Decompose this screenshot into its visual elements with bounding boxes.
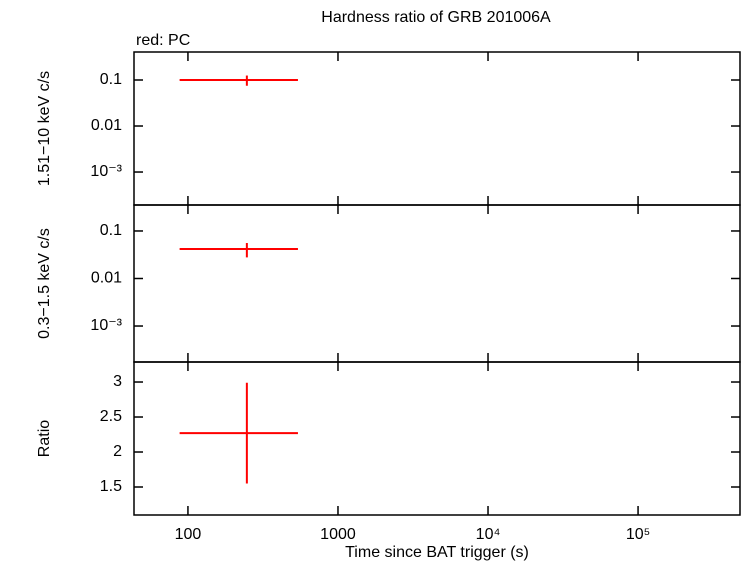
y-tick-label: 0.1 xyxy=(100,71,122,88)
y-tick-label: 0.01 xyxy=(91,117,122,134)
x-tick-label: 10⁴ xyxy=(476,526,501,543)
y-tick-label: 2.5 xyxy=(100,408,122,425)
y-axis-label: 0.3−1.5 keV c/s xyxy=(36,228,53,339)
y-tick-label: 10⁻³ xyxy=(90,163,122,180)
x-axis-label: Time since BAT trigger (s) xyxy=(345,544,529,561)
x-tick-label: 1000 xyxy=(320,526,356,543)
y-axis-label: 1.51−10 keV c/s xyxy=(36,71,53,186)
y-tick-label: 3 xyxy=(113,373,122,390)
x-tick-label: 10⁵ xyxy=(626,526,650,543)
chart-title: Hardness ratio of GRB 201006A xyxy=(321,9,551,26)
y-axis-label: Ratio xyxy=(36,420,53,457)
y-tick-label: 0.01 xyxy=(91,270,122,287)
y-tick-label: 10⁻³ xyxy=(90,317,122,334)
plot-frame xyxy=(133,51,741,206)
x-tick-label: 100 xyxy=(175,526,202,543)
y-tick-label: 2 xyxy=(113,443,122,460)
plot-frame xyxy=(133,204,741,363)
y-tick-label: 1.5 xyxy=(100,478,122,495)
plot-frame xyxy=(133,361,741,516)
subtitle: red: PC xyxy=(136,32,190,49)
y-tick-label: 0.1 xyxy=(100,222,122,239)
